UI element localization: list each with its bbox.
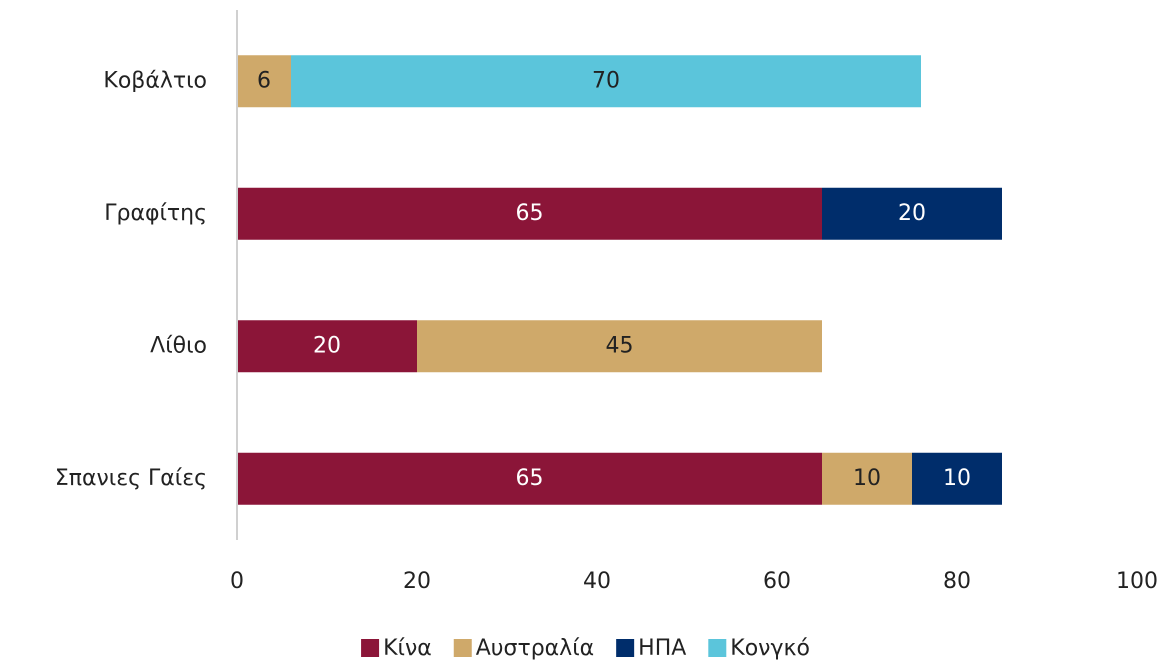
- legend-swatch: [708, 639, 727, 657]
- bar-segment: [822, 452, 912, 505]
- legend-swatch: [361, 639, 380, 657]
- x-tick-label: 20: [403, 569, 431, 594]
- x-tick-label: 60: [763, 569, 791, 594]
- x-tick-label: 100: [1116, 569, 1158, 594]
- y-tick-label: Σπανιες Γαίες: [55, 466, 207, 491]
- legend-swatch: [453, 639, 472, 657]
- y-tick-label: Λίθιο: [150, 333, 207, 358]
- data-label: 20: [898, 201, 926, 226]
- y-tick-label: Γραφίτης: [104, 201, 207, 226]
- legend-label: ΗΠΑ: [638, 636, 686, 661]
- bar-segment: [237, 452, 822, 505]
- bar-segment: [237, 55, 291, 108]
- legend-label: Κονγκό: [730, 636, 810, 661]
- data-label: 45: [606, 333, 634, 358]
- data-label: 65: [516, 201, 544, 226]
- bar-segment: [291, 55, 921, 108]
- bar-segment: [822, 187, 1002, 240]
- data-label: 20: [313, 333, 341, 358]
- y-tick-label: Κοβάλτιο: [103, 68, 207, 93]
- x-tick-label: 40: [583, 569, 611, 594]
- bar-segment: [237, 187, 822, 240]
- legend-label: Αυστραλία: [476, 636, 594, 661]
- x-tick-label: 0: [230, 569, 244, 594]
- data-label: 65: [516, 466, 544, 491]
- data-label: 10: [853, 466, 881, 491]
- legend-label: Κίνα: [383, 636, 432, 661]
- data-label: 10: [943, 466, 971, 491]
- legend-swatch: [616, 639, 635, 657]
- x-tick-label: 80: [943, 569, 971, 594]
- bar-segment: [417, 320, 822, 373]
- data-label: 70: [592, 68, 620, 93]
- data-label: 6: [257, 68, 271, 93]
- bar-segment: [912, 452, 1002, 505]
- bar-segment: [237, 320, 417, 373]
